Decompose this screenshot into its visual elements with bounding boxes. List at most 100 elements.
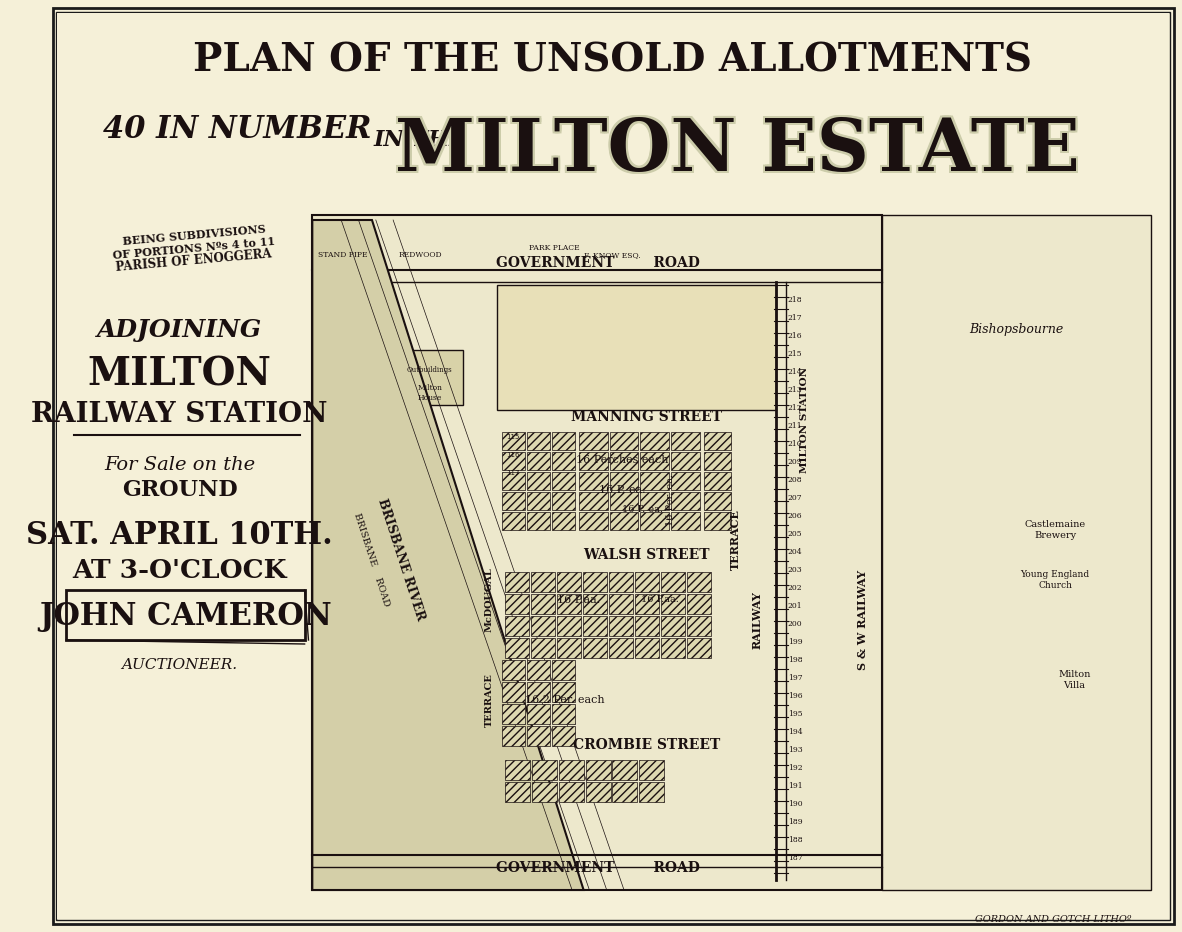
Bar <box>703 512 730 530</box>
Bar <box>532 760 557 780</box>
Text: OF PORTIONS Nºs 4 to 11: OF PORTIONS Nºs 4 to 11 <box>112 236 275 261</box>
Bar <box>502 682 525 702</box>
Text: 209: 209 <box>788 458 803 466</box>
Bar <box>502 726 525 746</box>
Text: 217: 217 <box>788 314 803 322</box>
Bar <box>505 760 530 780</box>
Bar <box>527 492 550 510</box>
Text: GORDON AND GOTCH LITHOº: GORDON AND GOTCH LITHOº <box>975 915 1132 925</box>
Text: 16 Per. ea.: 16 Per. ea. <box>665 474 675 526</box>
Text: 212: 212 <box>788 404 803 412</box>
Text: IN THE: IN THE <box>374 129 467 151</box>
Bar <box>557 594 580 614</box>
Text: Milton
Villa: Milton Villa <box>1058 670 1091 690</box>
Bar <box>531 594 554 614</box>
Text: 208: 208 <box>788 476 803 484</box>
Bar <box>585 782 611 802</box>
Text: 205: 205 <box>788 530 803 538</box>
Text: PLAN OF THE UNSOLD ALLOTMENTS: PLAN OF THE UNSOLD ALLOTMENTS <box>193 41 1032 79</box>
Bar <box>552 512 574 530</box>
Bar <box>502 472 525 490</box>
Text: AT 3-O'CLOCK: AT 3-O'CLOCK <box>72 557 287 582</box>
Bar <box>502 660 525 680</box>
Bar <box>579 432 608 450</box>
Text: MILTON: MILTON <box>87 356 272 394</box>
Text: SAT. APRIL 10TH.: SAT. APRIL 10TH. <box>26 519 333 551</box>
Bar <box>527 682 550 702</box>
Bar <box>527 472 550 490</box>
Bar <box>66 590 305 640</box>
Text: WALSH STREET: WALSH STREET <box>583 548 709 562</box>
Text: 216: 216 <box>788 332 803 340</box>
Bar <box>635 638 658 658</box>
Bar <box>641 472 669 490</box>
Bar <box>609 638 632 658</box>
Bar <box>609 572 632 592</box>
Bar <box>502 452 525 470</box>
Text: Outbuildings: Outbuildings <box>407 366 453 374</box>
Bar <box>579 452 608 470</box>
Bar <box>552 472 574 490</box>
Text: 218: 218 <box>788 296 803 304</box>
Polygon shape <box>312 220 584 890</box>
Text: 213: 213 <box>788 386 803 394</box>
Bar <box>612 760 637 780</box>
Text: Young England
Church: Young England Church <box>1020 570 1090 590</box>
Bar <box>552 682 574 702</box>
Bar <box>641 452 669 470</box>
Bar <box>612 782 637 802</box>
Text: House: House <box>417 394 442 402</box>
Text: 211: 211 <box>788 422 803 430</box>
Bar <box>671 472 700 490</box>
Text: 203: 203 <box>788 566 803 574</box>
Bar <box>502 704 525 724</box>
Text: 116: 116 <box>507 452 520 458</box>
Text: CROMBIE STREET: CROMBIE STREET <box>572 738 720 752</box>
Bar <box>527 512 550 530</box>
Bar <box>559 760 584 780</box>
Bar <box>703 472 730 490</box>
Bar <box>498 285 777 410</box>
Text: 115: 115 <box>507 434 520 440</box>
Bar <box>557 638 580 658</box>
Text: Bishopsbourne: Bishopsbourne <box>969 323 1064 336</box>
Bar <box>552 432 574 450</box>
Text: 193: 193 <box>788 746 803 754</box>
Text: 215: 215 <box>788 350 803 358</box>
Bar <box>579 472 608 490</box>
Bar <box>661 638 684 658</box>
Bar <box>505 638 528 658</box>
Bar <box>532 782 557 802</box>
Bar <box>502 492 525 510</box>
Text: 194: 194 <box>788 728 803 736</box>
Text: 204: 204 <box>788 548 803 556</box>
Bar <box>401 350 463 405</box>
Bar <box>527 726 550 746</box>
Text: 195: 195 <box>788 710 803 718</box>
Text: 16 P. ea.: 16 P. ea. <box>622 505 663 514</box>
Bar <box>583 638 606 658</box>
Bar <box>557 572 580 592</box>
Bar <box>635 572 658 592</box>
Bar <box>505 616 528 636</box>
Bar <box>610 472 638 490</box>
Text: AUCTIONEER.: AUCTIONEER. <box>122 658 238 672</box>
Text: 187: 187 <box>788 854 803 862</box>
Bar <box>639 760 664 780</box>
Text: 16 P. ea.: 16 P. ea. <box>599 485 645 495</box>
Text: Milton: Milton <box>417 384 442 392</box>
Text: BRISBANE    ROAD: BRISBANE ROAD <box>352 512 391 608</box>
Text: 199: 199 <box>788 638 803 646</box>
Text: PARISH OF ENOGGERA: PARISH OF ENOGGERA <box>116 248 273 274</box>
Bar <box>661 616 684 636</box>
Bar <box>610 512 638 530</box>
Text: For Sale on the: For Sale on the <box>104 456 255 474</box>
Text: MANNING STREET: MANNING STREET <box>571 410 722 424</box>
Text: MILTON ESTATE: MILTON ESTATE <box>397 115 1082 185</box>
Text: 192: 192 <box>788 764 803 772</box>
Text: 196: 196 <box>788 692 803 700</box>
Text: GOVERNMENT        ROAD: GOVERNMENT ROAD <box>496 861 700 875</box>
Bar <box>505 594 528 614</box>
Bar <box>579 512 608 530</box>
Text: MILTON ESTATE: MILTON ESTATE <box>395 116 1080 187</box>
